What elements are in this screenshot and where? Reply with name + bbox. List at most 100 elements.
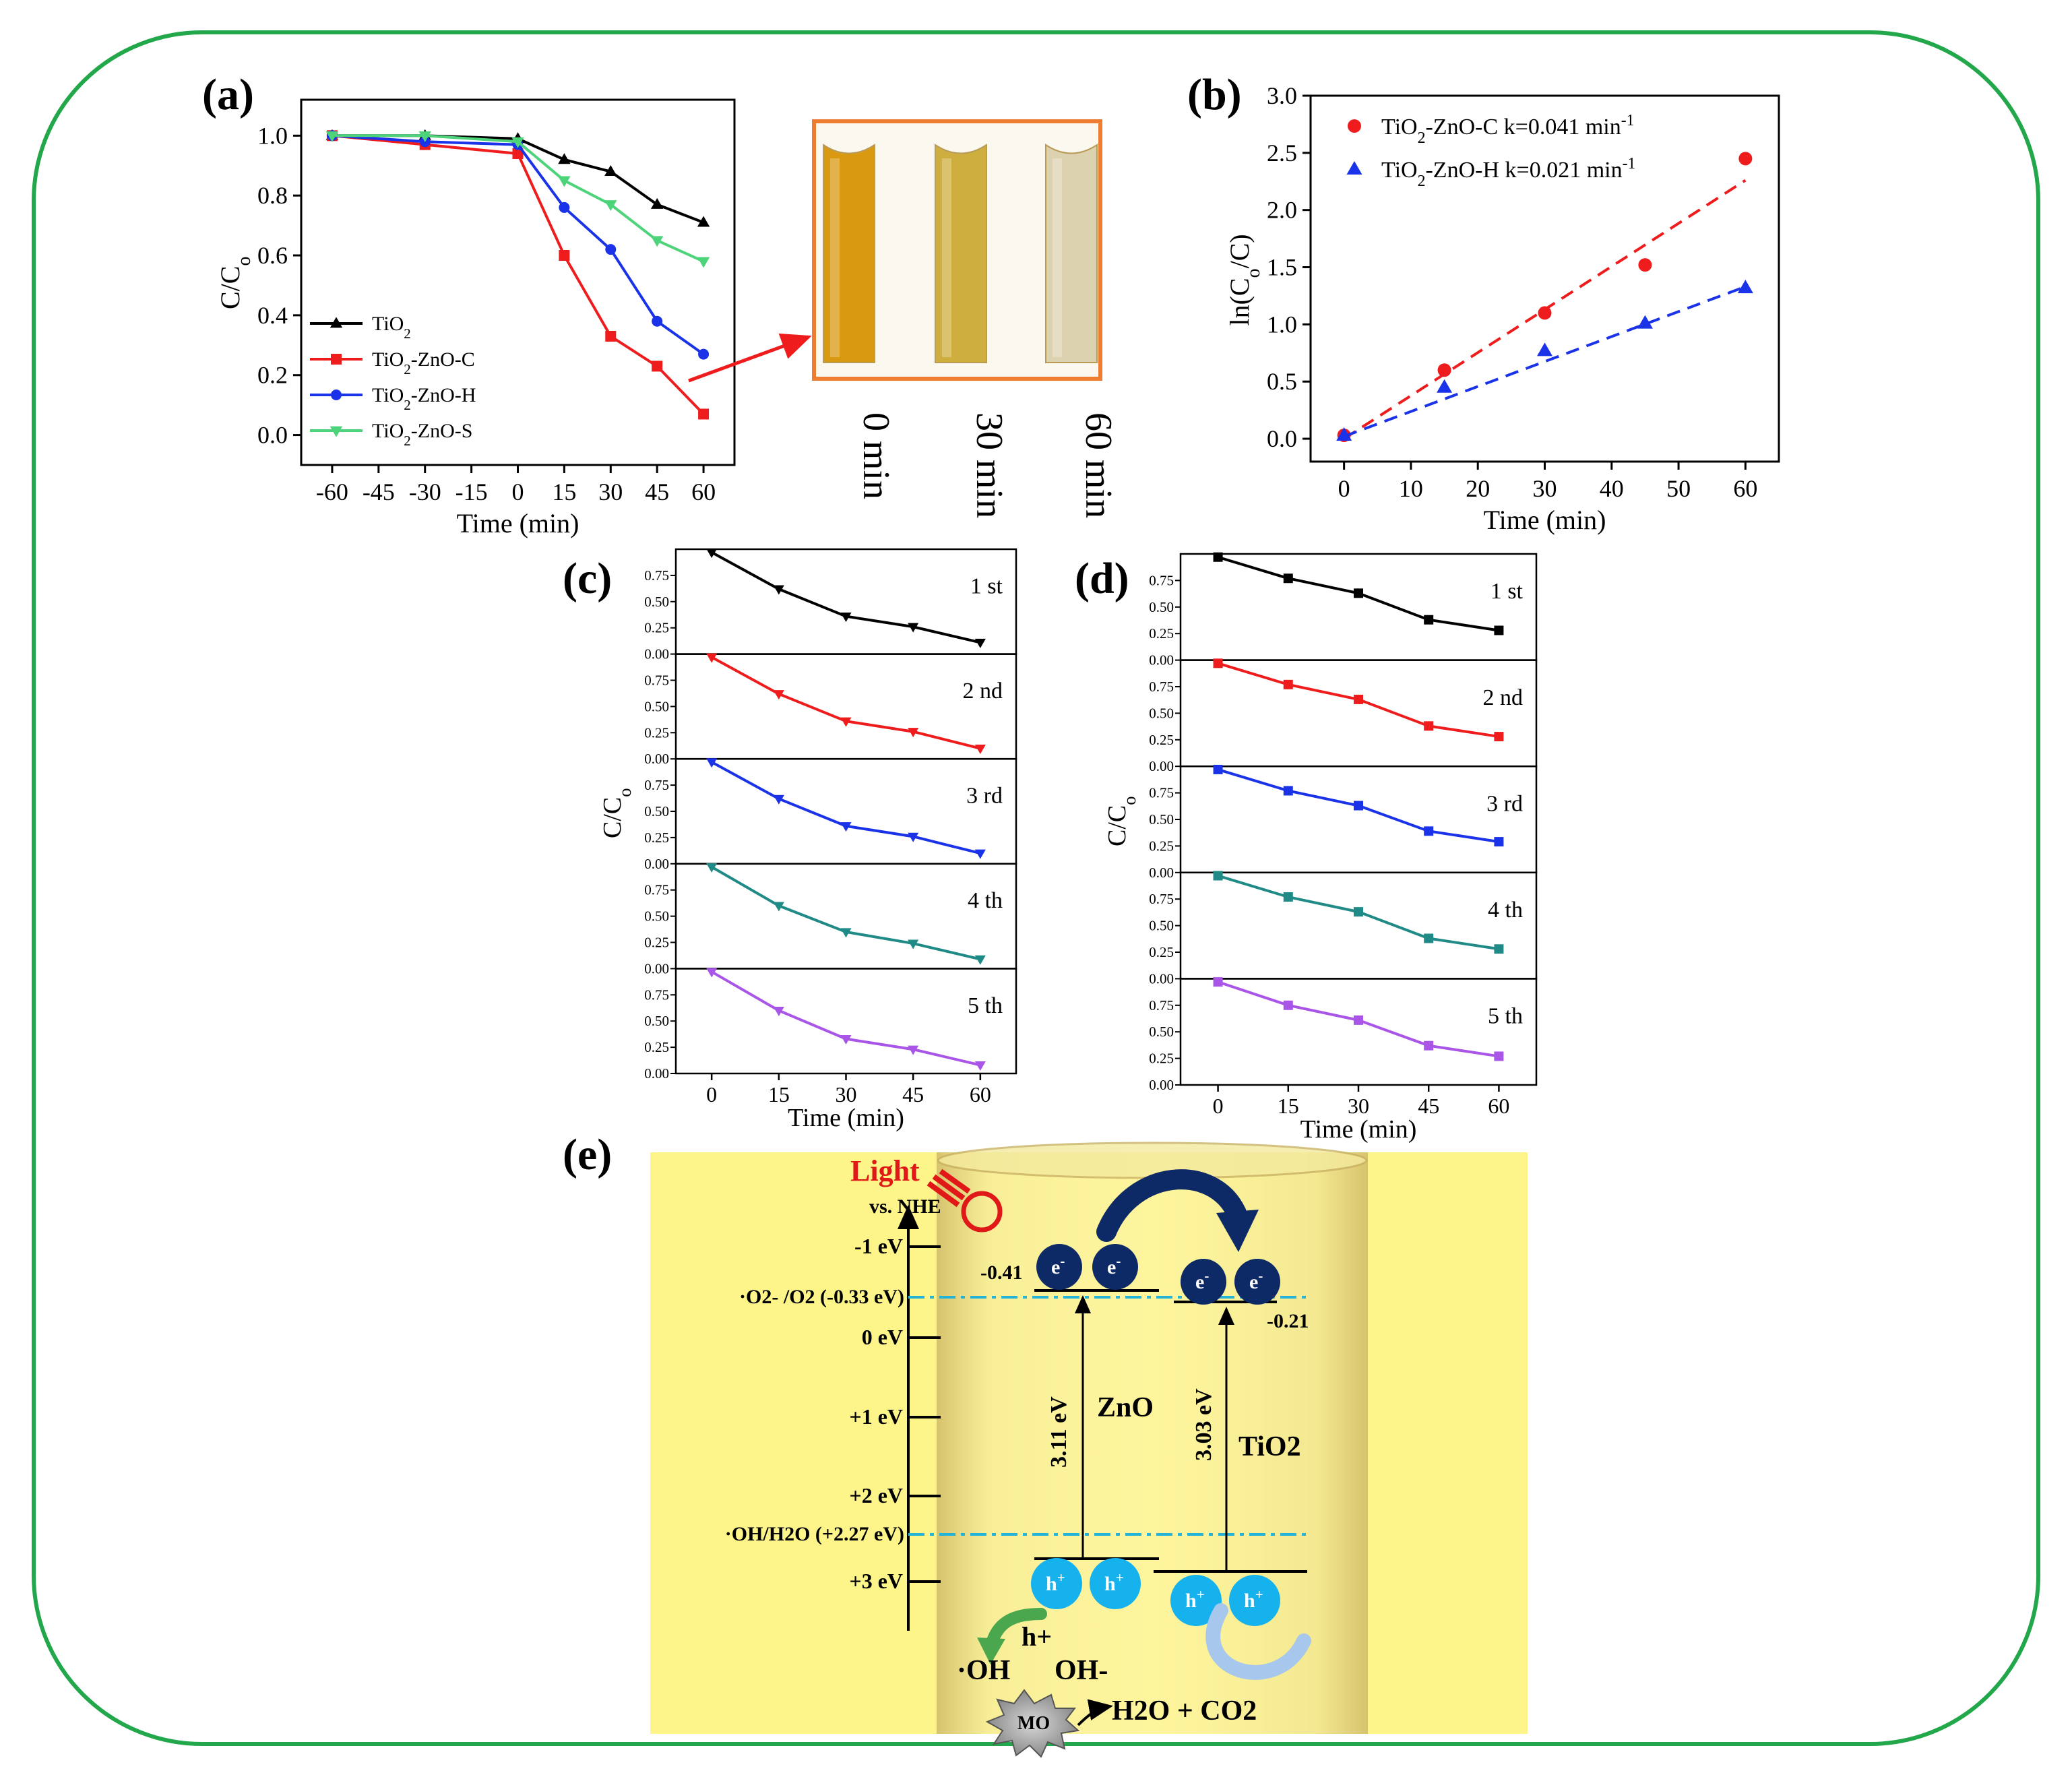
x-tick-label: 45: [902, 1082, 924, 1106]
y-tick-label: 0.50: [1149, 599, 1174, 615]
subplot-frame: [1179, 871, 1538, 980]
data-point: [908, 832, 919, 842]
panel-label-c: (c): [563, 554, 612, 603]
fit-line: [1343, 285, 1747, 438]
cuvette: [935, 144, 987, 363]
hole-label: h+: [1244, 1586, 1263, 1612]
y-tick-label: 0.25: [1149, 1051, 1174, 1067]
data-point: [706, 549, 718, 559]
y-tick-label: 0.50: [1149, 705, 1174, 721]
oh-radical-label: ·OH: [957, 1655, 1010, 1686]
y-tick-label: 0.75: [644, 777, 669, 793]
data-point: [1424, 1040, 1434, 1051]
energy-tick-label: +2 eV: [849, 1483, 903, 1507]
data-point: [706, 758, 718, 768]
data-point: [773, 902, 784, 912]
oh-minus-label: OH-: [1055, 1655, 1108, 1686]
cuvette-highlight: [830, 158, 840, 357]
data-point: [1494, 625, 1504, 635]
plot-frame: [1309, 94, 1780, 463]
data-point: [1213, 764, 1223, 774]
chart-b: 0 10 20 30 40 50 60 0.0 0.5 1.0 1.5 2.0 2.5 3.0 Time (…: [1224, 82, 1780, 535]
hole: [1229, 1575, 1280, 1626]
hole-label: h+: [1104, 1569, 1124, 1595]
subplot-frame: [1179, 553, 1538, 661]
cuvette-rim: [937, 1142, 1368, 1179]
x-tick-label: 30: [836, 1082, 857, 1106]
hole: [1090, 1558, 1141, 1609]
x-axis-label: Time (min): [1484, 505, 1606, 535]
data-point: [1737, 280, 1753, 294]
y-tick-label: 0.50: [1149, 1024, 1174, 1040]
chart-a: -60 -45 -30 -15 0 15 30 45 60 0.0 0.2 0.4 0.6 0.8 1.0 T…: [215, 98, 736, 538]
holes: h+ h+ h+ h+: [1031, 1558, 1280, 1626]
electron-label: e-: [1249, 1268, 1263, 1293]
legend-marker: [1346, 161, 1362, 175]
data-point: [650, 197, 664, 209]
data-point: [512, 148, 524, 159]
zno-name: ZnO: [1097, 1392, 1154, 1423]
y-tick-label: 1.5: [1267, 254, 1297, 281]
subplot-frame: [674, 863, 1017, 970]
y-tick-label: 2.5: [1267, 139, 1297, 166]
data-point: [974, 638, 986, 648]
energy-tick-label: -1 eV: [854, 1234, 903, 1258]
data-point: [706, 863, 718, 873]
cycle-label: 3 rd: [966, 784, 1003, 809]
x-tick-label: 0: [1338, 475, 1350, 502]
cycle-label: 2 nd: [963, 679, 1003, 704]
subplot-frame: [1179, 659, 1538, 768]
y-tick-label: 0.75: [644, 567, 669, 584]
cycle-label: 4 th: [968, 888, 1003, 913]
data-point: [908, 939, 919, 949]
tio2-gap-label: 3.03 eV: [1191, 1388, 1216, 1461]
chart-d: 0.00 0.25 0.50 0.75 1 st 0.00 0.25 0.50 0.75 2 nd…: [1103, 552, 1538, 1144]
x-tick-label: 50: [1666, 475, 1691, 502]
cycle-line: [711, 656, 981, 750]
x-tick-label: 45: [645, 478, 669, 505]
data-point: [605, 330, 617, 342]
subplot-frame: [674, 653, 1017, 760]
zno-gap-label: 3.11 eV: [1046, 1396, 1071, 1468]
data-point: [1424, 826, 1434, 836]
mo-burst-icon: [985, 1689, 1080, 1758]
data-point: [604, 200, 617, 212]
y-tick-label: 0.50: [1149, 811, 1174, 828]
electron: [1234, 1259, 1280, 1305]
x-tick-label: 0: [706, 1082, 717, 1106]
y-tick-label: 0.50: [644, 698, 669, 714]
data-point: [974, 955, 986, 965]
y-tick-label: 0.2: [257, 362, 288, 389]
data-point: [559, 250, 570, 261]
data-point: [706, 968, 718, 978]
data-point: [1283, 1000, 1293, 1010]
y-tick-label: 0.50: [1149, 918, 1174, 934]
legend-label: TiO2-ZnO-C k=0.041 min-1: [1381, 112, 1635, 147]
data-point: [974, 745, 986, 755]
data-point: [1638, 258, 1652, 272]
cuvette: [823, 144, 875, 363]
subplot-frame: [674, 968, 1017, 1075]
y-tick-label: 0.5: [1267, 368, 1297, 395]
subplot-frame: [1179, 765, 1538, 874]
y-tick-label: 0.0: [257, 422, 288, 449]
data-point: [1283, 892, 1293, 902]
y-tick-label: 0.25: [644, 830, 669, 846]
x-tick-label: 0: [512, 478, 524, 505]
y-axis-label: C/Co: [215, 257, 255, 309]
energy-tick-label: 0 eV: [862, 1325, 903, 1349]
data-point: [1213, 658, 1223, 668]
x-tick-label: 15: [552, 478, 576, 505]
y-tick-label: 0.75: [1149, 891, 1174, 907]
y-axis-label: ln(Co/C): [1224, 234, 1264, 325]
data-point: [1494, 732, 1504, 742]
cycle-label: 1 st: [1490, 579, 1524, 604]
y-tick-label: 0.00: [644, 856, 669, 872]
y-tick-label: 0.50: [644, 803, 669, 819]
electron: [1181, 1259, 1226, 1305]
data-point: [840, 822, 852, 832]
data-point: [908, 623, 919, 633]
data-point: [652, 361, 663, 372]
y-tick-label: 0.00: [644, 1065, 669, 1082]
data-point: [1424, 615, 1434, 625]
